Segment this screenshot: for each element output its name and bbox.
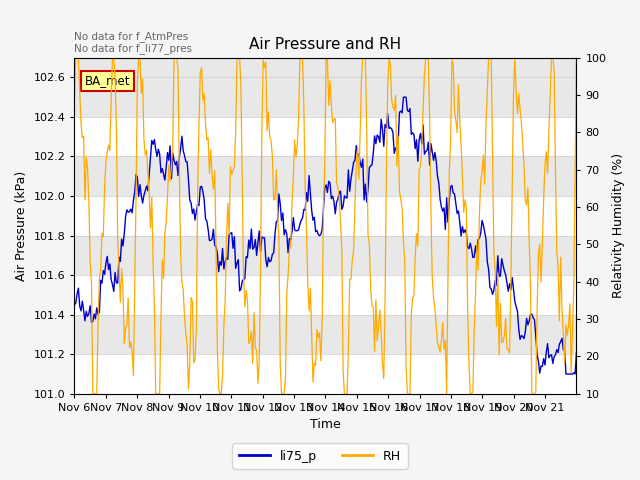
li75_p [573,350,580,356]
RH [332,116,339,121]
li75_p [562,371,570,377]
li75_p [572,371,579,377]
RH [89,391,97,396]
Bar [74,196,577,236]
RH [506,350,513,356]
Line: RH: RH [74,58,577,394]
li75_p [504,288,512,294]
li75_p [70,302,78,308]
li75_p [399,94,407,100]
Y-axis label: Air Pressure (kPa): Air Pressure (kPa) [15,170,28,281]
RH [572,168,579,173]
li75_p [104,253,111,259]
RH [70,96,78,101]
RH [573,55,580,60]
RH [106,148,114,154]
Title: Air Pressure and RH: Air Pressure and RH [250,37,401,52]
X-axis label: Time: Time [310,419,341,432]
li75_p [429,157,437,163]
li75_p [88,319,95,325]
Line: li75_p: li75_p [74,97,577,374]
li75_p [329,193,337,199]
Y-axis label: Relativity Humidity (%): Relativity Humidity (%) [612,153,625,298]
Text: BA_met: BA_met [84,74,130,87]
Text: No data for f_AtmPres
No data for f_li77_pres: No data for f_AtmPres No data for f_li77… [74,31,193,54]
Bar [74,117,577,156]
RH [90,391,98,396]
RH [431,305,438,311]
Bar [74,275,577,315]
Legend: li75_p, RH: li75_p, RH [232,444,408,469]
RH [72,55,79,60]
Bar [74,354,577,394]
